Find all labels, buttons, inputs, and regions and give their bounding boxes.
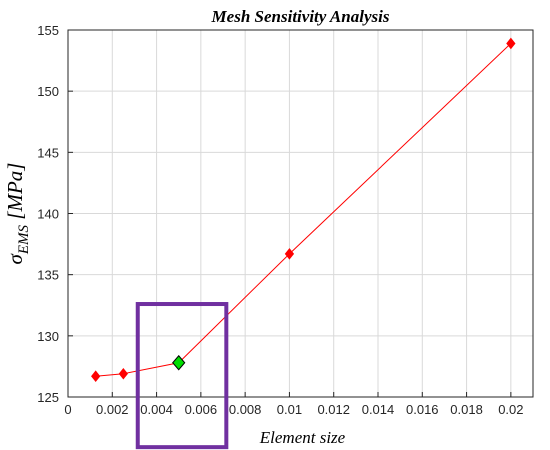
- highlight-box: [135, 302, 229, 450]
- x-tick-label: 0.004: [140, 402, 173, 417]
- y-tick-label: 130: [37, 329, 59, 344]
- x-tick-label: 0.006: [185, 402, 218, 417]
- series-markers: [91, 37, 516, 383]
- y-axis-label-unit: [MPa]: [3, 163, 27, 225]
- y-axis-ticks: 125 130 135 140 145 150 155: [37, 23, 73, 405]
- chart-title: Mesh Sensitivity Analysis: [211, 7, 390, 26]
- x-tick-label: 0.018: [450, 402, 483, 417]
- x-tick-label: 0.016: [406, 402, 439, 417]
- data-point: [506, 37, 516, 50]
- y-tick-label: 135: [37, 268, 59, 283]
- x-tick-label: 0.014: [362, 402, 395, 417]
- series-line: [95, 43, 512, 377]
- y-axis-label: σEMS [MPa]: [3, 163, 32, 265]
- y-tick-label: 140: [37, 207, 59, 222]
- y-tick-label: 145: [37, 145, 59, 160]
- x-axis-ticks: 0 0.002 0.004 0.006 0.008 0.01 0.012 0.014 0.016…: [64, 392, 524, 417]
- x-tick-label: 0.012: [317, 402, 350, 417]
- y-axis-label-symbol: σ: [3, 252, 27, 264]
- x-tick-label: 0.008: [229, 402, 262, 417]
- x-tick-label: 0.01: [277, 402, 302, 417]
- highlighted-data-point: [172, 354, 186, 371]
- x-tick-label: 0: [64, 402, 71, 417]
- x-tick-label: 0.002: [96, 402, 129, 417]
- data-point: [284, 248, 295, 260]
- y-tick-label: 150: [37, 84, 59, 99]
- y-axis-label-subscript: EMS: [16, 224, 32, 255]
- x-tick-label: 0.02: [498, 402, 523, 417]
- data-point: [118, 367, 128, 380]
- x-axis-label: Element size: [259, 428, 346, 447]
- data-point: [91, 370, 101, 383]
- y-tick-label: 155: [37, 23, 59, 38]
- y-tick-label: 125: [37, 390, 59, 405]
